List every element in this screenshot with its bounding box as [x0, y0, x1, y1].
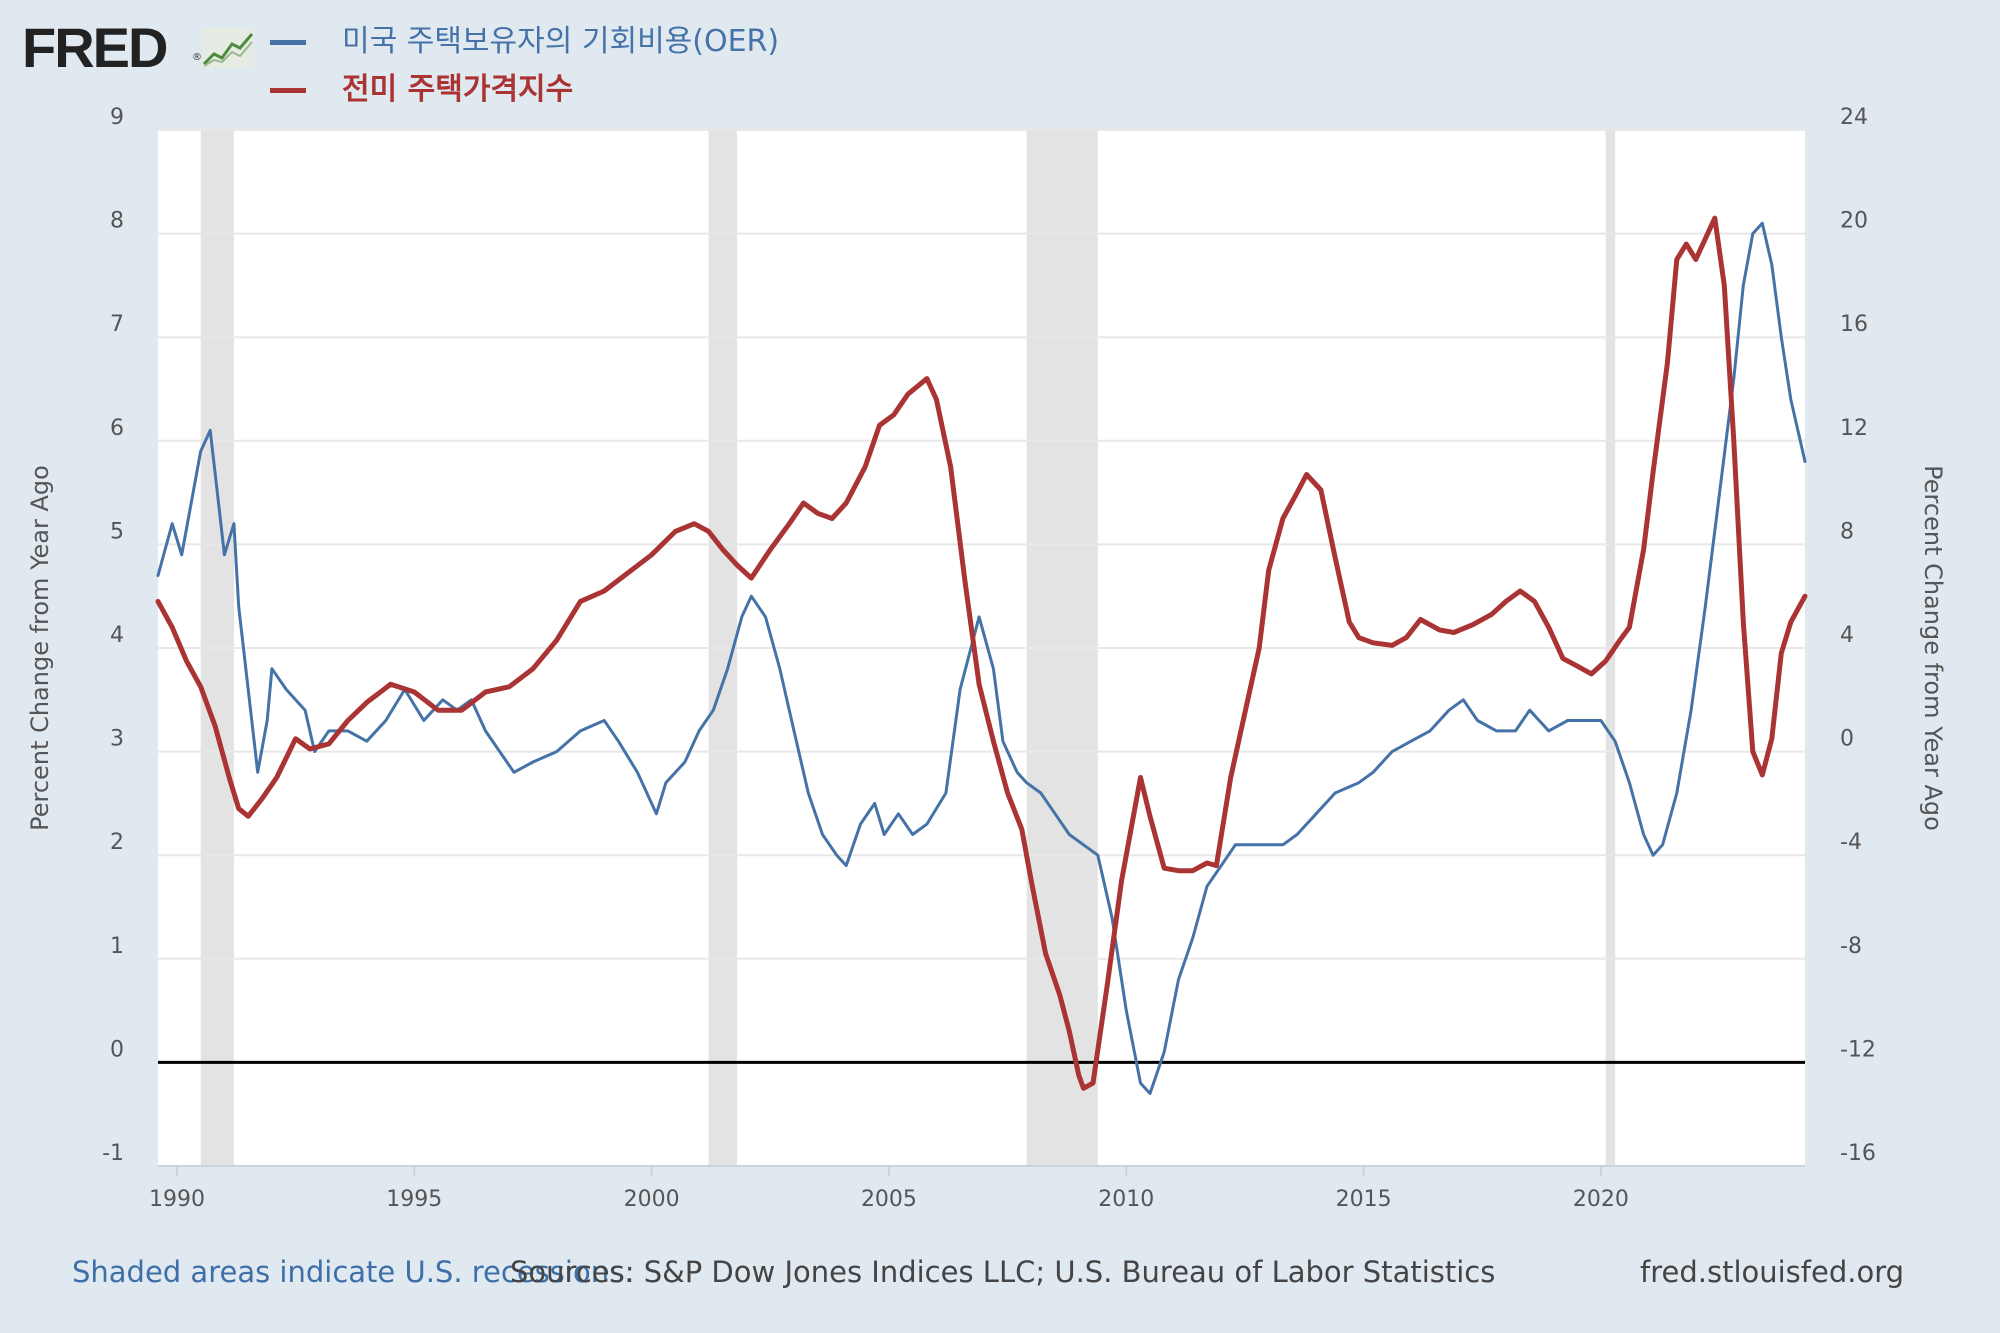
left-tick-label: 7: [110, 312, 124, 337]
left-tick-label: 0: [110, 1037, 124, 1062]
left-tick-label: 1: [110, 934, 124, 959]
right-tick-label: 16: [1840, 312, 1868, 337]
series-line-1: [155, 215, 1808, 1091]
registered-mark: ®: [192, 52, 202, 63]
x-tick-label: 2010: [1098, 1187, 1154, 1212]
x-tick-label: 2020: [1573, 1187, 1629, 1212]
recession-band-0: [200, 130, 234, 1166]
left-tick-label: 2: [110, 830, 124, 855]
fred-site-link[interactable]: fred.stlouisfed.org: [1640, 1255, 1905, 1289]
legend-swatch-hpi: [270, 87, 306, 93]
legend-swatch-oer: [270, 39, 306, 45]
x-tick-label: 2000: [624, 1187, 680, 1212]
left-tick-label: 6: [110, 416, 124, 441]
recession-bands: [200, 130, 1616, 1166]
right-tick-label: 8: [1840, 519, 1854, 544]
series-lines: [155, 215, 1808, 1095]
left-tick-label: 9: [110, 105, 124, 130]
legend-item-hpi[interactable]: 전미 주택가격지수: [270, 66, 779, 114]
right-tick-label: -4: [1840, 830, 1862, 855]
left-axis-ticks: -1 0 1 2 3 4 5 6 7 8 9: [102, 105, 124, 1166]
x-axis-ticks: 1990 1995 2000 2005 2010 2015 2020: [149, 1166, 1629, 1212]
right-tick-label: -8: [1840, 934, 1862, 959]
plot-area: [158, 130, 1805, 1166]
left-tick-label: 5: [110, 519, 124, 544]
x-tick-label: 2015: [1336, 1187, 1392, 1212]
left-tick-label: 3: [110, 727, 124, 752]
x-tick-label: 1995: [386, 1187, 442, 1212]
line-graph-icon: [202, 28, 254, 68]
left-tick-label: 4: [110, 623, 124, 648]
right-axis-ticks: -16 -12 -8 -4 0 4 8 12 16 20 24: [1840, 105, 1876, 1166]
recession-band-1: [708, 130, 738, 1166]
right-tick-label: 0: [1840, 727, 1854, 752]
series-line-0: [156, 221, 1807, 1095]
recession-band-2: [1026, 130, 1098, 1166]
legend-item-oer[interactable]: 미국 주택보유자의 기회비용(OER): [270, 18, 779, 66]
right-tick-label: 12: [1840, 416, 1868, 441]
sources-note: Sources: S&P Dow Jones Indices LLC; U.S.…: [510, 1255, 1496, 1289]
x-tick-label: 2005: [861, 1187, 917, 1212]
x-tick-label: 1990: [149, 1187, 205, 1212]
right-tick-label: 20: [1840, 209, 1868, 234]
right-tick-label: 4: [1840, 623, 1854, 648]
recession-band-3: [1605, 130, 1616, 1166]
legend-label-oer: 미국 주택보유자의 기회비용(OER): [342, 24, 780, 59]
left-axis-label: Percent Change from Year Ago: [26, 465, 54, 831]
recession-note: Shaded areas indicate U.S. recessions.: [72, 1255, 634, 1289]
chart-legend: 미국 주택보유자의 기회비용(OER) 전미 주택가격지수: [270, 18, 779, 114]
left-tick-label: -1: [102, 1141, 124, 1166]
left-tick-label: 8: [110, 209, 124, 234]
fred-logo-text: FRED: [22, 16, 168, 79]
gridlines: [158, 129, 1805, 1167]
right-tick-label: -16: [1840, 1141, 1876, 1166]
right-axis-label: Percent Change from Year Ago: [1919, 465, 1947, 831]
right-tick-label: 24: [1840, 105, 1868, 130]
legend-label-hpi: 전미 주택가격지수: [342, 72, 574, 107]
right-tick-label: -12: [1840, 1037, 1876, 1062]
